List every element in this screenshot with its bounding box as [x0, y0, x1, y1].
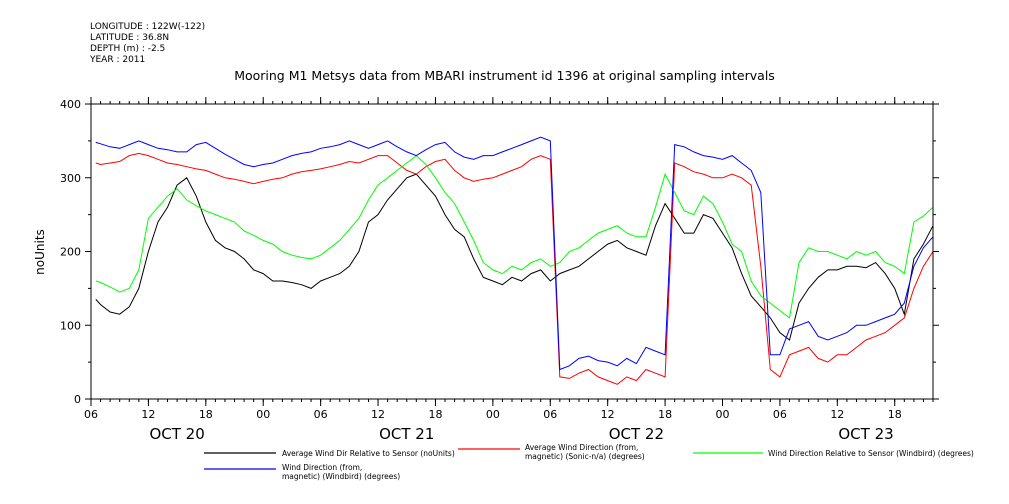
legend-item-3: Wind Direction Relative to Sensor (Windb…: [693, 449, 974, 458]
legend-label: Wind Direction Relative to Sensor (Windb…: [768, 449, 974, 458]
legend: Average Wind Dir Relative to Sensor (noU…: [204, 443, 974, 481]
x-tick-label: 12: [371, 408, 385, 421]
legend-label-line: magnetic) (Sonic-n/a) (degrees): [525, 452, 645, 461]
metadata-block: LONGITUDE : 122W(-122) LATITUDE : 36.8N …: [90, 22, 205, 66]
y-tick-label: 100: [60, 319, 81, 332]
legend-label: Average Wind Dir Relative to Sensor (noU…: [282, 449, 455, 458]
meta-latitude: LATITUDE : 36.8N: [90, 33, 170, 43]
y-tick-label: 0: [74, 393, 81, 406]
x-day-label: OCT 21: [379, 425, 434, 443]
y-axis-label: noUnits: [33, 229, 47, 275]
x-tick-label: 06: [84, 408, 98, 421]
x-tick-label: 12: [141, 408, 155, 421]
x-tick-label: 12: [601, 408, 615, 421]
meta-depth: DEPTH (m) : -2.5: [90, 44, 166, 54]
series-line-4: [95, 136, 934, 371]
legend-item-4: Wind Direction (from, magnetic) (Windbird…: [204, 463, 400, 481]
meta-year: YEAR : 2011: [90, 55, 146, 65]
meta-longitude: LONGITUDE : 122W(-122): [90, 22, 206, 32]
x-tick-label: 00: [716, 408, 730, 421]
x-tick-label: 12: [830, 408, 844, 421]
x-tick-label: 18: [428, 408, 442, 421]
chart-title: Mooring M1 Metsys data from MBARI instru…: [234, 68, 775, 83]
x-tick-label: 18: [658, 408, 672, 421]
legend-item-1: Average Wind Dir Relative to Sensor (noU…: [204, 449, 455, 458]
y-tick-label: 400: [60, 98, 81, 111]
x-tick-label: 18: [888, 408, 902, 421]
series-line-2: [95, 152, 934, 385]
y-tick-label: 300: [60, 172, 81, 185]
x-tick-label: 18: [199, 408, 213, 421]
legend-label-line: Wind Direction (from,: [282, 463, 362, 472]
x-day-label: OCT 20: [149, 425, 204, 443]
x-tick-label: 00: [486, 408, 500, 421]
series-layer: [95, 136, 934, 385]
axes-layer: 0 100 200 300 400 06 12 18 00 06 12 18 00 06 12 18 00 06 1…: [60, 97, 939, 443]
x-day-label: OCT 22: [609, 425, 664, 443]
legend-label-line: Average Wind Direction (from,: [525, 443, 638, 452]
legend-label: Wind Direction (from, magnetic) (Windbird…: [282, 463, 400, 481]
legend-label-line: Wind Direction Relative to Sensor (Windb…: [768, 449, 974, 458]
legend-label-line: Average Wind Dir Relative to Sensor (noU…: [282, 449, 455, 458]
x-tick-label: 00: [256, 408, 270, 421]
legend-label-line: magnetic) (Windbird) (degrees): [282, 472, 400, 481]
legend-item-2: Average Wind Direction (from, magnetic) (…: [458, 443, 645, 461]
series-line-3: [95, 154, 934, 319]
x-tick-label: 06: [543, 408, 557, 421]
x-tick-label: 06: [773, 408, 787, 421]
y-tick-label: 200: [60, 246, 81, 259]
x-tick-label: 06: [314, 408, 328, 421]
legend-label: Average Wind Direction (from, magnetic) (…: [525, 443, 645, 461]
series-line-1: [95, 173, 934, 341]
x-day-label: OCT 23: [838, 425, 893, 443]
